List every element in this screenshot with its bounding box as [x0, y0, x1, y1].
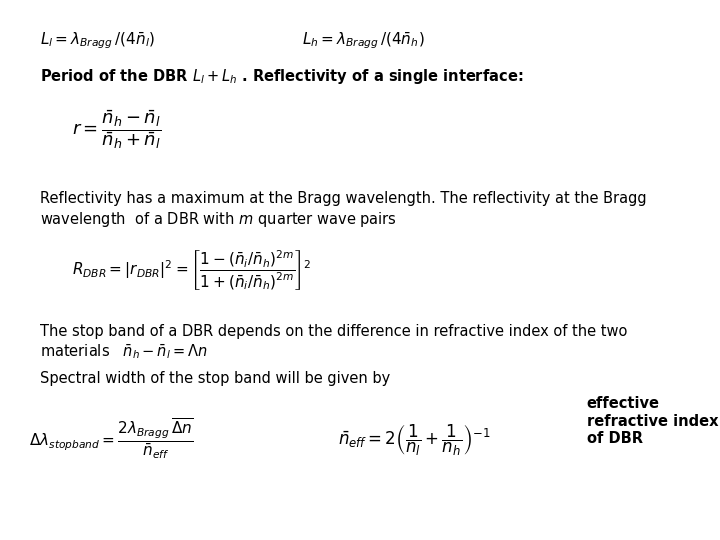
Text: $R_{DBR} = |r_{DBR}|^2 = \left[\dfrac{1-(\bar{n}_i/\bar{n}_h)^{2m}}{1+(\bar{n}_i: $R_{DBR} = |r_{DBR}|^2 = \left[\dfrac{1-…: [72, 248, 312, 292]
Text: $L_h = \lambda_{Bragg}\,/(4\bar{n}_h)$: $L_h = \lambda_{Bragg}\,/(4\bar{n}_h)$: [302, 30, 425, 51]
Text: Reflectivity has a maximum at the Bragg wavelength. The reflectivity at the Brag: Reflectivity has a maximum at the Bragg …: [40, 191, 647, 206]
Text: $\Delta\lambda_{stopband} = \dfrac{2\lambda_{Bragg}\,\overline{\Delta n}}{\bar{n: $\Delta\lambda_{stopband} = \dfrac{2\lam…: [29, 416, 193, 461]
Text: Period of the DBR $L_l + L_h$ . Reflectivity of a single interface:: Period of the DBR $L_l + L_h$ . Reflecti…: [40, 67, 523, 86]
Text: $\bar{n}_{eff} = 2\left(\dfrac{1}{n_l} + \dfrac{1}{n_h}\right)^{-1}$: $\bar{n}_{eff} = 2\left(\dfrac{1}{n_l} +…: [338, 422, 491, 458]
Text: Spectral width of the stop band will be given by: Spectral width of the stop band will be …: [40, 370, 390, 386]
Text: effective
refractive index
of DBR: effective refractive index of DBR: [587, 396, 719, 446]
Text: $r = \dfrac{\bar{n}_h - \bar{n}_l}{\bar{n}_h + \bar{n}_l}$: $r = \dfrac{\bar{n}_h - \bar{n}_l}{\bar{…: [72, 108, 161, 151]
Text: wavelength  of a DBR with $m$ quarter wave pairs: wavelength of a DBR with $m$ quarter wav…: [40, 210, 397, 230]
Text: The stop band of a DBR depends on the difference in refractive index of the two: The stop band of a DBR depends on the di…: [40, 323, 627, 339]
Text: $L_l = \lambda_{Bragg}\,/(4\bar{n}_l)$: $L_l = \lambda_{Bragg}\,/(4\bar{n}_l)$: [40, 30, 155, 51]
Text: materials   $\bar{n}_h - \bar{n}_l = \Lambda n$: materials $\bar{n}_h - \bar{n}_l = \Lamb…: [40, 343, 207, 361]
